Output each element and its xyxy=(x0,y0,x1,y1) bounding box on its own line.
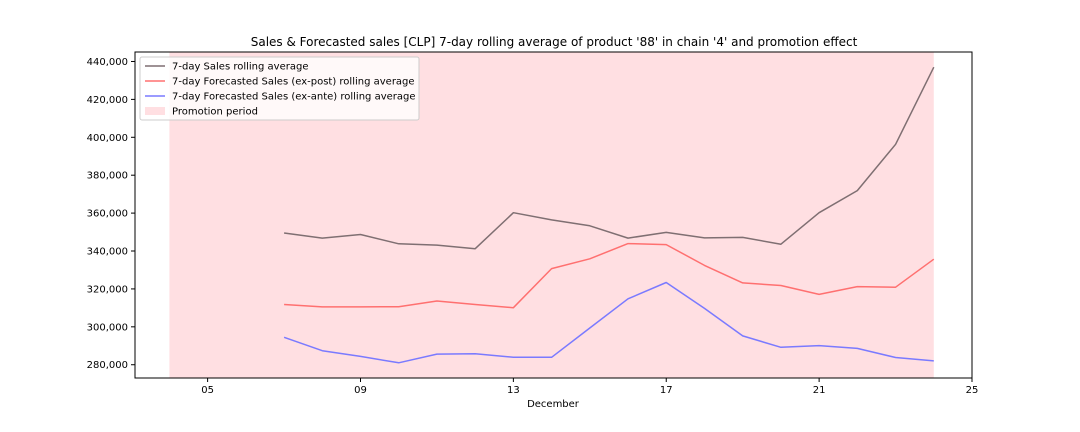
legend-entry-label: 7-day Sales rolling average xyxy=(172,62,308,73)
y-tick-label: 300,000 xyxy=(87,322,128,333)
x-tick-label: 09 xyxy=(354,385,367,396)
x-tick-label: 05 xyxy=(201,385,214,396)
plot-frame xyxy=(134,51,973,379)
y-tick-label: 320,000 xyxy=(87,284,128,295)
legend-entry-label: 7-day Forecasted Sales (ex-post) rolling… xyxy=(172,77,415,88)
legend-entry-label: 7-day Forecasted Sales (ex-ante) rolling… xyxy=(172,92,416,103)
y-tick-label: 420,000 xyxy=(87,95,128,106)
chart-title: Sales & Forecasted sales [CLP] 7-day rol… xyxy=(251,35,858,49)
x-tick-label: 17 xyxy=(660,385,673,396)
x-tick-label: 13 xyxy=(507,385,520,396)
series-layer xyxy=(283,66,935,364)
x-axis-label: December xyxy=(527,399,580,410)
series-line-2 xyxy=(284,242,935,309)
series-line-1 xyxy=(284,66,935,250)
y-tick-label: 440,000 xyxy=(87,57,128,68)
legend-swatch-patch xyxy=(145,107,165,115)
legend-entry-label: Promotion period xyxy=(172,107,258,118)
x-tick-label: 21 xyxy=(813,385,826,396)
y-tick-label: 360,000 xyxy=(87,209,128,220)
y-tick-label: 380,000 xyxy=(87,171,128,182)
x-axis: 05 09 13 17 21 25 xyxy=(201,378,978,396)
x-tick-label: 25 xyxy=(966,385,979,396)
y-tick-label: 280,000 xyxy=(87,360,128,371)
y-tick-label: 340,000 xyxy=(87,247,128,258)
legend: 7-day Sales rolling average 7-day Forecas… xyxy=(139,56,420,121)
y-tick-label: 400,000 xyxy=(87,133,128,144)
series-line-3 xyxy=(283,281,934,364)
legend-frame xyxy=(139,56,420,121)
y-axis: 280,000 300,000 320,000 340,000 360,000 380,0… xyxy=(87,57,135,371)
